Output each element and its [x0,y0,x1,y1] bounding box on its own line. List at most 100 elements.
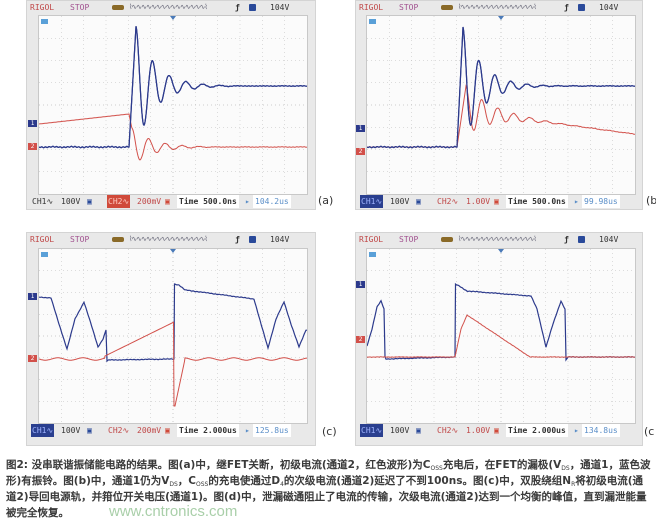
ch2-ground-marker: 2 [28,143,37,150]
ch2-waveform [39,321,307,407]
ch2-label[interactable]: CH2∿ [107,195,131,208]
ch1-ground-marker: 1 [356,281,365,288]
waveform-overview-icon: ⌇∿∿∿∿∿∿∿∿∿∿∿∿∿∿∿⌇ [458,235,537,243]
ch2-bandwidth-icon: ▣ [494,197,499,206]
horizontal-offset: 125.8us [253,424,291,437]
trigger-source-icon [249,4,256,11]
waveform-plot [39,249,307,423]
ch1-scale: 100V [390,197,410,206]
trigger-source-icon [578,4,585,11]
horizontal-offset: 134.8us [582,424,620,437]
ch2-label[interactable]: CH2∿ [437,197,459,206]
ch2-label[interactable]: CH2∿ [437,426,459,435]
run-state: STOP [70,3,90,12]
ch1-waveform-overlay [39,26,307,149]
waveform-plot [39,16,307,194]
ch2-bandwidth-icon: ▣ [165,197,170,206]
brand-label: RIGOL [30,3,55,12]
panel-label: (b [646,194,656,207]
memory-depth-icon [112,5,124,10]
brand-label: RIGOL [359,3,384,12]
waveform-display [366,15,636,195]
waveform-plot [367,16,635,194]
timebase: Time 2.000us [177,424,239,437]
ch1-waveform [367,26,635,149]
run-state: STOP [70,235,90,244]
caption-text: 充电后，在FET的漏极(V [442,459,562,471]
ch2-ground-marker: 2 [28,355,37,362]
horizontal-offset-icon: ▸ [245,426,250,435]
trigger-level-marker [41,19,48,24]
trigger-level-marker [369,252,376,257]
ch1-ground-marker: 1 [28,293,37,300]
caption-text: 的次级电流(通道2)延迟了不到100ns。图(c)中，双股绕组N [283,475,572,488]
trigger-position-marker [498,16,504,20]
waveform-overview-icon: ⌇∿∿∿∿∿∿∿∿∿∿∿∿∿∿∿⌇ [129,3,208,11]
ch2-waveform [39,113,307,161]
run-state: STOP [399,235,419,244]
waveform-display [38,248,308,424]
ch1-label[interactable]: CH1∿ [32,197,54,206]
caption-subscript: 4 [280,481,284,489]
ch1-bandwidth-icon: ▣ [87,197,92,206]
ch1-waveform-overlay [367,26,635,149]
trigger-source-icon [578,236,585,243]
trigger-position-marker [170,249,176,253]
scope-status-bar: CH1∿ 100V ▣ CH2∿ 1.00V ▣ Time 500.0ns ▸ 99.98us [356,195,642,208]
ch2-scale: 200mV [137,197,162,206]
waveform-overview-icon: ⌇∿∿∿∿∿∿∿∿∿∿∿∿∿∿∿⌇ [458,3,537,11]
brand-label: RIGOL [30,235,55,244]
scope-top-bar: RIGOL STOP ⌇∿∿∿∿∿∿∿∿∿∿∿∿∿∿∿⌇ ƒ 104V [356,1,642,14]
trigger-position-marker [170,16,176,20]
ch1-label[interactable]: CH1∿ [360,195,384,208]
scope-top-bar: RIGOL STOP ⌇∿∿∿∿∿∿∿∿∿∿∿∿∿∿∿⌇ ƒ 104V [27,1,315,14]
scope-status-bar: CH1∿ 100V ▣ CH2∿ 200mV ▣ Time 500.0ns ▸ 104.2us [27,195,315,208]
oscilloscope-screen-1: RIGOL STOP ⌇∿∿∿∿∿∿∿∿∿∿∿∿∿∿∿⌇ ƒ 104V 1 2 CH1∿ 100… [26,0,316,210]
trigger-edge-icon: ƒ [564,235,569,244]
trigger-level-marker [369,19,376,24]
ch1-scale: 100V [61,426,81,435]
memory-depth-icon [441,5,453,10]
trigger-level: 104V [599,235,619,244]
trigger-level-marker [41,252,48,257]
timebase: Time 500.0ns [177,195,239,208]
memory-depth-icon [112,237,124,242]
scope-top-bar: RIGOL STOP ⌇∿∿∿∿∿∿∿∿∿∿∿∿∿∿∿⌇ ƒ 104V [356,233,642,246]
caption-subscript: OSS [430,465,443,472]
ch2-ground-marker: 2 [356,148,365,155]
ch1-bandwidth-icon: ▣ [416,197,421,206]
trigger-edge-icon: ƒ [235,3,240,12]
oscilloscope-screen-4: RIGOL STOP ⌇∿∿∿∿∿∿∿∿∿∿∿∿∿∿∿⌇ ƒ 104V 1 2 CH1∿ 100… [355,232,643,446]
oscilloscope-screen-3: RIGOL STOP ⌇∿∿∿∿∿∿∿∿∿∿∿∿∿∿∿⌇ ƒ 104V 1 2 CH1∿ 100… [26,232,316,446]
ch2-label[interactable]: CH2∿ [108,426,130,435]
caption-text: 图2: 没串联谐振储能电路的结果。图(a)中，继FET关断，初级电流(通道2，红… [6,459,431,471]
caption-text: ，C [177,475,197,488]
ch1-scale: 100V [390,426,410,435]
scope-top-bar: RIGOL STOP ⌇∿∿∿∿∿∿∿∿∿∿∿∿∿∿∿⌇ ƒ 104V [27,233,315,246]
horizontal-offset-icon: ▸ [574,197,579,206]
caption-subscript: R [571,481,576,489]
timebase: Time 500.0ns [506,195,568,208]
ch2-scale: 200mV [137,426,162,435]
figure-caption: 图2: 没串联谐振储能电路的结果。图(a)中，继FET关断，初级电流(通道2，红… [6,459,652,520]
ch1-bandwidth-icon: ▣ [87,426,92,435]
ch1-label[interactable]: CH1∿ [360,424,384,437]
memory-depth-icon [441,237,453,242]
caption-subscript: DS [169,481,178,489]
trigger-level: 104V [270,235,290,244]
ch2-ground-marker: 2 [356,336,365,343]
trigger-position-marker [498,249,504,253]
ch2-bandwidth-icon: ▣ [165,426,170,435]
panel-label: (c) [322,425,337,438]
watermark: www.cntronics.com [109,502,238,520]
timebase: Time 2.000us [506,424,568,437]
horizontal-offset-icon: ▸ [245,197,250,206]
ch1-label[interactable]: CH1∿ [31,424,55,437]
run-state: STOP [399,3,419,12]
brand-label: RIGOL [359,235,384,244]
trigger-level: 104V [270,3,290,12]
panel-label: (c [644,425,655,438]
caption-subscript: OSS [196,481,209,489]
scope-status-bar: CH1∿ 100V ▣ CH2∿ 1.00V ▣ Time 2.000us ▸ 134.8us [356,424,642,437]
horizontal-offset: 99.98us [582,195,620,208]
